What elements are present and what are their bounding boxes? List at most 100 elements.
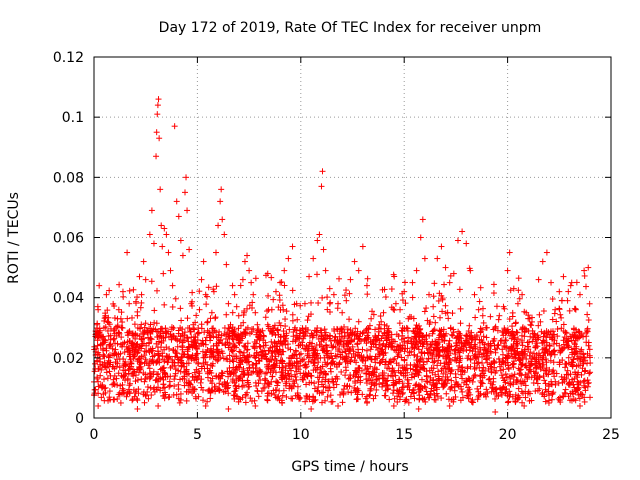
data-point — [566, 307, 573, 314]
data-point — [585, 379, 592, 386]
data-point — [175, 367, 182, 374]
data-point — [297, 302, 304, 309]
data-point — [347, 358, 354, 365]
data-point — [560, 321, 567, 328]
data-point — [250, 368, 257, 375]
data-point — [512, 319, 519, 326]
data-point — [246, 365, 253, 372]
data-point — [324, 294, 331, 301]
data-point — [274, 382, 281, 389]
data-point — [246, 352, 253, 359]
data-point — [207, 395, 214, 402]
data-point — [153, 287, 160, 294]
data-point — [304, 317, 311, 324]
data-point — [296, 396, 303, 403]
data-point — [274, 326, 281, 333]
data-point — [540, 361, 547, 368]
data-point — [242, 399, 249, 406]
data-point — [505, 366, 512, 373]
y-tick-label: 0 — [75, 411, 84, 427]
data-point — [410, 366, 417, 373]
data-point — [573, 279, 580, 286]
data-point — [161, 389, 168, 396]
data-point — [191, 326, 198, 333]
x-tick-label: 25 — [602, 427, 620, 443]
data-point — [504, 399, 511, 406]
data-point — [131, 321, 138, 328]
y-tick-label: 0.12 — [53, 50, 84, 66]
x-tick-label: 5 — [193, 427, 202, 443]
data-point — [567, 282, 574, 289]
data-point — [474, 360, 481, 367]
x-tick-label: 0 — [90, 427, 99, 443]
data-point — [196, 370, 203, 377]
data-point — [289, 317, 296, 324]
data-points — [91, 96, 594, 415]
data-point — [550, 359, 557, 366]
data-point — [107, 351, 114, 358]
data-point — [166, 345, 173, 352]
data-point — [430, 327, 437, 334]
data-point — [246, 364, 253, 371]
y-axis-label: ROTI / TECUs — [6, 192, 22, 284]
data-point — [171, 383, 178, 390]
data-point — [138, 299, 145, 306]
data-point — [297, 350, 304, 357]
data-point — [553, 318, 560, 325]
data-point — [359, 391, 366, 398]
data-point — [438, 292, 445, 299]
data-point — [302, 398, 309, 405]
data-point — [388, 372, 395, 379]
data-point — [364, 291, 371, 298]
data-point — [141, 399, 148, 406]
data-point — [586, 394, 593, 401]
data-point — [435, 297, 442, 304]
data-point — [528, 322, 535, 329]
data-point — [240, 319, 247, 326]
y-tick-label: 0.08 — [53, 170, 84, 186]
data-point — [565, 288, 572, 295]
data-point — [315, 299, 322, 306]
data-point — [432, 319, 439, 326]
data-point — [116, 281, 123, 288]
data-point — [510, 364, 517, 371]
data-point — [364, 275, 371, 282]
data-point — [490, 290, 497, 297]
data-point — [477, 346, 484, 353]
data-point — [534, 387, 541, 394]
data-point — [465, 375, 472, 382]
x-tick-label: 10 — [292, 427, 310, 443]
data-point — [343, 287, 350, 294]
data-point — [492, 395, 499, 402]
data-point — [241, 342, 248, 349]
data-point — [151, 388, 158, 395]
data-point — [145, 334, 152, 341]
data-point — [255, 357, 262, 364]
data-point — [407, 393, 414, 400]
data-point — [536, 311, 543, 318]
data-point — [119, 319, 126, 326]
data-point — [294, 383, 301, 390]
data-point — [146, 370, 153, 377]
data-point — [587, 360, 594, 367]
data-point — [327, 368, 334, 375]
data-point — [101, 317, 108, 324]
data-point — [421, 308, 428, 315]
data-point — [221, 378, 228, 385]
data-point — [338, 368, 345, 375]
data-point — [226, 352, 233, 359]
data-point — [244, 340, 251, 347]
data-point — [479, 305, 486, 312]
x-tick-label: 15 — [395, 427, 413, 443]
data-point — [442, 302, 449, 309]
data-point — [434, 393, 441, 400]
data-point — [308, 299, 315, 306]
data-point — [366, 392, 373, 399]
data-point — [549, 316, 556, 323]
data-point — [346, 316, 353, 323]
data-point — [292, 336, 299, 343]
data-point — [286, 326, 293, 333]
data-point — [141, 378, 148, 385]
data-point — [418, 349, 425, 356]
